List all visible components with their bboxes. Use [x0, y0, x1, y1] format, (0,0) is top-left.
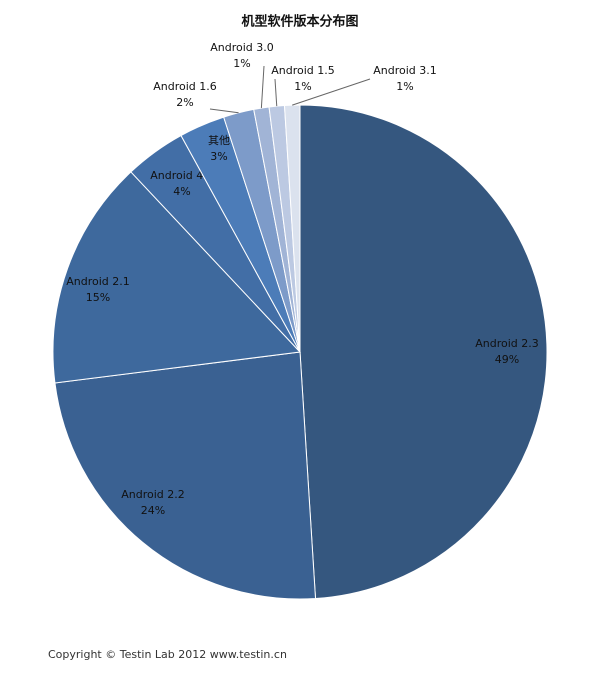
leader-line [292, 78, 371, 106]
slice-value-label: 1% [294, 80, 311, 93]
slice-value-label: 1% [233, 57, 250, 70]
slice-value-label: 15% [86, 291, 110, 304]
leader-line [274, 78, 278, 107]
slice-value-label: 3% [210, 150, 227, 163]
slice-label: Android 3.0 [210, 41, 274, 54]
slice-value-label: 2% [176, 96, 193, 109]
slice-label: Android 1.5 [271, 64, 335, 77]
leader-line [260, 65, 265, 109]
slice-value-label: 24% [141, 504, 165, 517]
slice-value-label: 1% [396, 80, 413, 93]
slice-label: Android 4.0 [150, 169, 214, 182]
pie-slice [299, 104, 548, 600]
footer: Copyright © Testin Lab 2012 www.testin.c… [48, 648, 287, 661]
slice-label: Android 3.1 [373, 64, 437, 77]
slice-label: Android 2.2 [121, 488, 185, 501]
chart-title: 机型软件版本分布图 [241, 14, 358, 30]
slice-label: Android 2.1 [66, 275, 130, 288]
slice-label: 其他 [208, 134, 230, 147]
leader-line [209, 108, 239, 114]
slice-value-label: 4% [173, 185, 190, 198]
slice-label: Android 1.6 [153, 80, 217, 93]
pie-slice [54, 351, 317, 600]
slice-value-label: 49% [495, 353, 519, 366]
slice-label: Android 2.3 [475, 337, 539, 350]
pie-slice [52, 171, 302, 384]
